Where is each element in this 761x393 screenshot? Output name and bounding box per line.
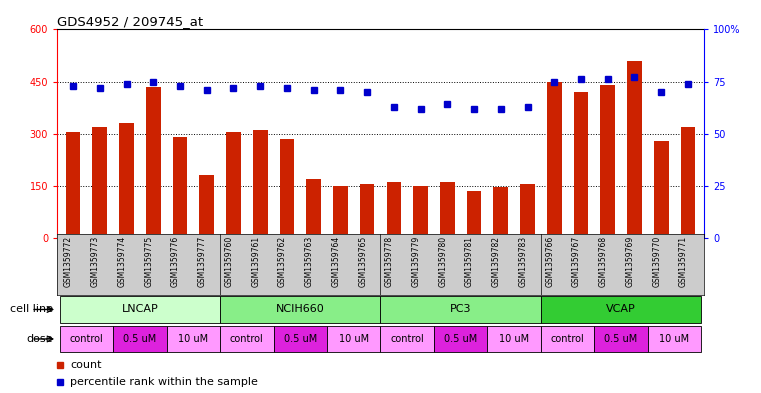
Text: control: control [230, 334, 264, 344]
Text: GSM1359773: GSM1359773 [91, 236, 100, 287]
FancyBboxPatch shape [648, 326, 701, 352]
Bar [93, 127, 107, 238]
Bar [387, 182, 401, 238]
FancyBboxPatch shape [327, 326, 380, 352]
Text: 10 uM: 10 uM [339, 334, 369, 344]
Text: GSM1359775: GSM1359775 [145, 236, 153, 287]
FancyBboxPatch shape [541, 296, 701, 323]
Bar [146, 87, 161, 238]
Text: GSM1359764: GSM1359764 [331, 236, 340, 287]
Text: GSM1359761: GSM1359761 [251, 236, 260, 287]
Text: GSM1359772: GSM1359772 [64, 236, 73, 287]
FancyBboxPatch shape [113, 326, 167, 352]
Bar [173, 137, 187, 238]
FancyBboxPatch shape [167, 326, 220, 352]
Bar [279, 139, 295, 238]
Text: 10 uM: 10 uM [499, 334, 529, 344]
FancyBboxPatch shape [594, 326, 648, 352]
Bar [600, 85, 615, 238]
FancyBboxPatch shape [274, 326, 327, 352]
Text: GSM1359763: GSM1359763 [304, 236, 314, 287]
Text: LNCAP: LNCAP [122, 305, 158, 314]
Text: GSM1359774: GSM1359774 [117, 236, 126, 287]
Bar [654, 141, 668, 238]
Text: PC3: PC3 [450, 305, 471, 314]
Bar [440, 182, 454, 238]
Bar [65, 132, 81, 238]
FancyBboxPatch shape [60, 296, 220, 323]
FancyBboxPatch shape [487, 326, 541, 352]
Text: percentile rank within the sample: percentile rank within the sample [70, 377, 258, 387]
Bar [226, 132, 240, 238]
Text: GSM1359767: GSM1359767 [572, 236, 581, 287]
Text: GSM1359770: GSM1359770 [652, 236, 661, 287]
Text: GSM1359781: GSM1359781 [465, 236, 474, 286]
Text: GSM1359760: GSM1359760 [224, 236, 234, 287]
Text: GSM1359780: GSM1359780 [438, 236, 447, 287]
Bar [199, 175, 214, 238]
Bar [627, 61, 642, 238]
Text: 0.5 uM: 0.5 uM [604, 334, 638, 344]
Bar [493, 187, 508, 238]
Text: GDS4952 / 209745_at: GDS4952 / 209745_at [57, 15, 203, 28]
FancyBboxPatch shape [380, 296, 541, 323]
Text: control: control [69, 334, 103, 344]
Text: NCIH660: NCIH660 [276, 305, 325, 314]
Text: GSM1359783: GSM1359783 [518, 236, 527, 287]
Text: cell line: cell line [10, 305, 53, 314]
Text: GSM1359776: GSM1359776 [171, 236, 180, 287]
Bar [307, 179, 321, 238]
FancyBboxPatch shape [220, 296, 380, 323]
Text: count: count [70, 360, 101, 370]
Text: 0.5 uM: 0.5 uM [444, 334, 477, 344]
Text: GSM1359782: GSM1359782 [492, 236, 501, 286]
Bar [547, 81, 562, 238]
FancyBboxPatch shape [541, 326, 594, 352]
FancyBboxPatch shape [220, 326, 274, 352]
Text: 10 uM: 10 uM [178, 334, 209, 344]
Bar [466, 191, 482, 238]
Text: GSM1359778: GSM1359778 [385, 236, 394, 287]
Text: GSM1359769: GSM1359769 [626, 236, 635, 287]
Text: 10 uM: 10 uM [660, 334, 689, 344]
Bar [119, 123, 134, 238]
Bar [521, 184, 535, 238]
Bar [574, 92, 588, 238]
Text: 0.5 uM: 0.5 uM [284, 334, 317, 344]
Bar [360, 184, 374, 238]
Text: GSM1359771: GSM1359771 [679, 236, 688, 287]
Text: GSM1359765: GSM1359765 [358, 236, 367, 287]
Bar [253, 130, 268, 238]
Text: GSM1359779: GSM1359779 [412, 236, 421, 287]
Text: GSM1359762: GSM1359762 [278, 236, 287, 287]
FancyBboxPatch shape [434, 326, 487, 352]
Text: VCAP: VCAP [607, 305, 636, 314]
Text: control: control [390, 334, 424, 344]
Text: dose: dose [27, 334, 53, 344]
Text: GSM1359768: GSM1359768 [599, 236, 608, 287]
Bar [333, 185, 348, 238]
Bar [680, 127, 696, 238]
Text: control: control [551, 334, 584, 344]
FancyBboxPatch shape [380, 326, 434, 352]
Text: GSM1359766: GSM1359766 [545, 236, 554, 287]
Bar [413, 185, 428, 238]
Text: GSM1359777: GSM1359777 [198, 236, 207, 287]
Text: 0.5 uM: 0.5 uM [123, 334, 157, 344]
FancyBboxPatch shape [60, 326, 113, 352]
